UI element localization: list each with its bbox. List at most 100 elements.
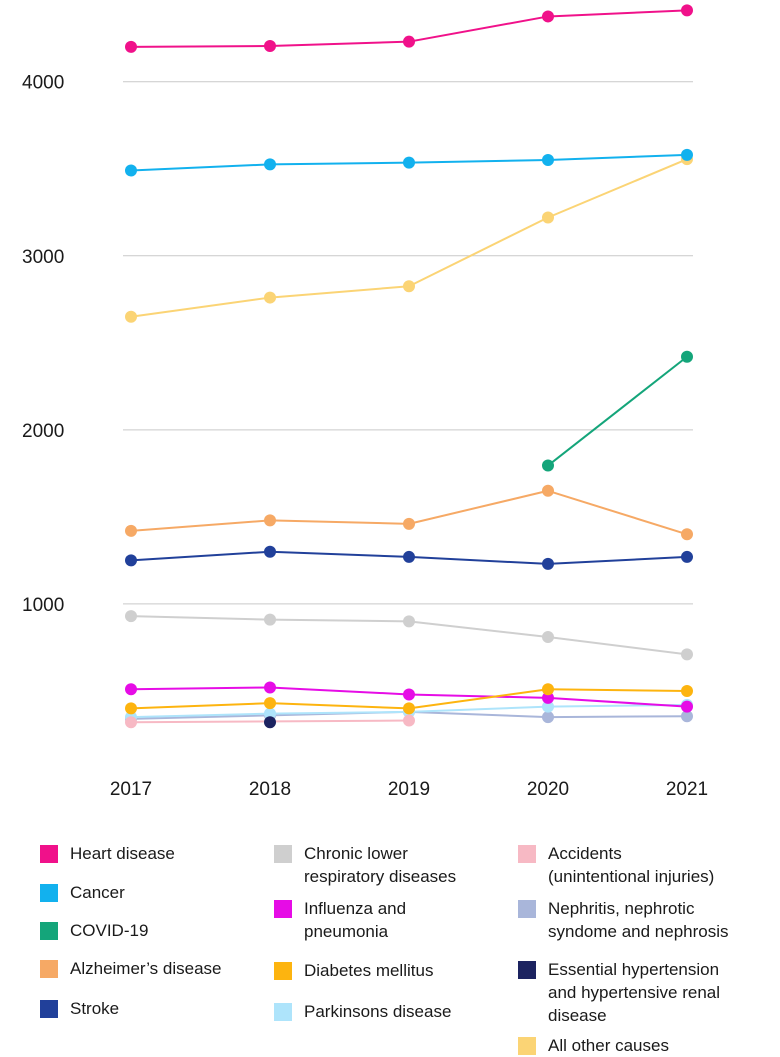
series-segment <box>130 712 271 719</box>
legend-item: Influenza and pneumonia <box>274 897 406 943</box>
series-segment <box>130 686 271 691</box>
data-point <box>681 528 693 541</box>
data-point <box>125 610 137 623</box>
series-13 <box>125 153 693 323</box>
legend-item: Accidents (unintentional injuries) <box>518 842 714 888</box>
data-point <box>681 648 693 661</box>
data-point <box>264 545 276 558</box>
data-point <box>125 310 137 323</box>
series-segment <box>408 15 549 43</box>
series-2 <box>125 148 693 177</box>
series-segment <box>408 710 549 719</box>
x-tick-label: 2019 <box>388 779 430 800</box>
legend-swatch <box>518 1037 536 1055</box>
data-point <box>125 554 137 567</box>
series-segment <box>269 285 410 299</box>
legend-label: Chronic lower respiratory diseases <box>304 844 457 886</box>
legend-item: Essential hypertension and hypertensive … <box>518 958 720 1027</box>
data-point <box>681 710 693 723</box>
data-point <box>542 711 554 724</box>
legend-swatch <box>40 884 58 902</box>
data-point <box>542 211 554 224</box>
series-segment <box>547 158 688 219</box>
data-point <box>681 550 693 563</box>
legend-label: All other causes <box>548 1036 669 1055</box>
legend-label: Heart disease <box>70 844 175 863</box>
legend-swatch <box>518 900 536 918</box>
series-segment <box>130 163 271 172</box>
data-point <box>542 557 554 570</box>
legend-item: Chronic lower respiratory diseases <box>274 842 456 888</box>
y-tick-label: 3000 <box>22 247 64 268</box>
data-point <box>264 697 276 710</box>
series-segment <box>547 489 688 536</box>
series-segment <box>130 702 271 710</box>
legend-item: Parkinsons disease <box>274 1000 451 1023</box>
data-point <box>264 613 276 626</box>
data-point <box>264 291 276 304</box>
series-segment <box>130 714 271 720</box>
series-7 <box>125 681 693 713</box>
series-segment <box>547 636 688 656</box>
data-point <box>264 707 276 720</box>
legend-label: Cancer <box>70 883 125 902</box>
legend-label: COVID-19 <box>70 921 149 940</box>
legend-item: COVID-19 <box>40 919 148 942</box>
series-segment <box>269 519 410 525</box>
legend-label: Stroke <box>70 999 120 1018</box>
series-12 <box>264 716 276 729</box>
data-point <box>681 350 693 363</box>
y-tick-label: 1000 <box>22 595 64 616</box>
series-segment <box>547 715 688 719</box>
legend-swatch <box>274 845 292 863</box>
data-point <box>264 158 276 171</box>
data-point <box>681 700 693 713</box>
legend-item: Heart disease <box>40 842 175 865</box>
series-segment <box>408 688 549 710</box>
data-point <box>542 10 554 23</box>
legend-item: Alzheimer’s disease <box>40 957 222 980</box>
data-point <box>681 148 693 161</box>
data-point <box>125 683 137 696</box>
data-point <box>542 459 554 472</box>
legend-label: Accidents (unintentional injuries) <box>548 844 715 886</box>
legend-label: Essential hypertension and hypertensive … <box>548 960 721 1025</box>
series-segment <box>269 710 410 715</box>
legend-swatch <box>518 961 536 979</box>
data-point <box>125 702 137 715</box>
data-point <box>403 550 415 563</box>
series-6 <box>125 610 693 661</box>
data-point <box>403 517 415 530</box>
series-segment <box>130 550 271 562</box>
series-segment <box>408 216 549 288</box>
series-segment <box>408 555 549 565</box>
data-point <box>403 714 415 727</box>
legend-label: Parkinsons disease <box>304 1002 452 1021</box>
legend-swatch <box>40 960 58 978</box>
data-point <box>403 280 415 293</box>
x-tick-label: 2021 <box>666 779 708 800</box>
data-point <box>542 683 554 696</box>
legend-swatch <box>40 845 58 863</box>
data-point <box>403 615 415 628</box>
data-point <box>264 681 276 694</box>
series-5 <box>125 545 693 570</box>
data-point <box>125 716 137 729</box>
series-lines <box>125 4 693 729</box>
legend-label: Alzheimer’s disease <box>70 959 222 978</box>
legend-item: Stroke <box>40 997 119 1020</box>
data-point <box>542 484 554 497</box>
y-tick-label: 2000 <box>22 421 64 442</box>
series-segment <box>130 296 271 318</box>
series-1 <box>125 4 693 53</box>
legend-label: Influenza and pneumonia <box>304 899 407 941</box>
series-segment <box>547 9 688 18</box>
series-segment <box>269 40 410 48</box>
x-tick-label: 2020 <box>527 779 569 800</box>
line-chart: 1000 2000 3000 4000 2017 2018 2019 2020 2021 <box>22 4 708 800</box>
series-segment <box>269 161 410 166</box>
series-4 <box>125 484 693 541</box>
series-segment <box>408 705 549 713</box>
legend-item: All other causes <box>518 1034 669 1057</box>
series-segment <box>547 696 688 708</box>
